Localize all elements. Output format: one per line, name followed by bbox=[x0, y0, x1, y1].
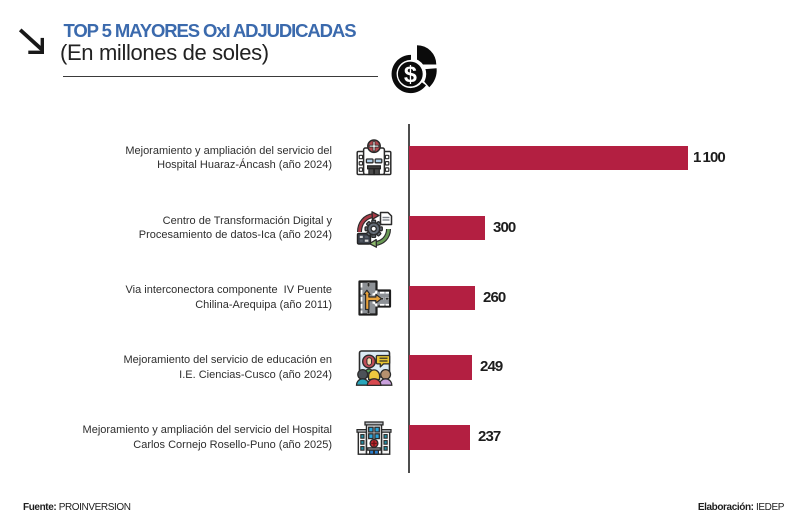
svg-text:$: $ bbox=[404, 61, 417, 87]
